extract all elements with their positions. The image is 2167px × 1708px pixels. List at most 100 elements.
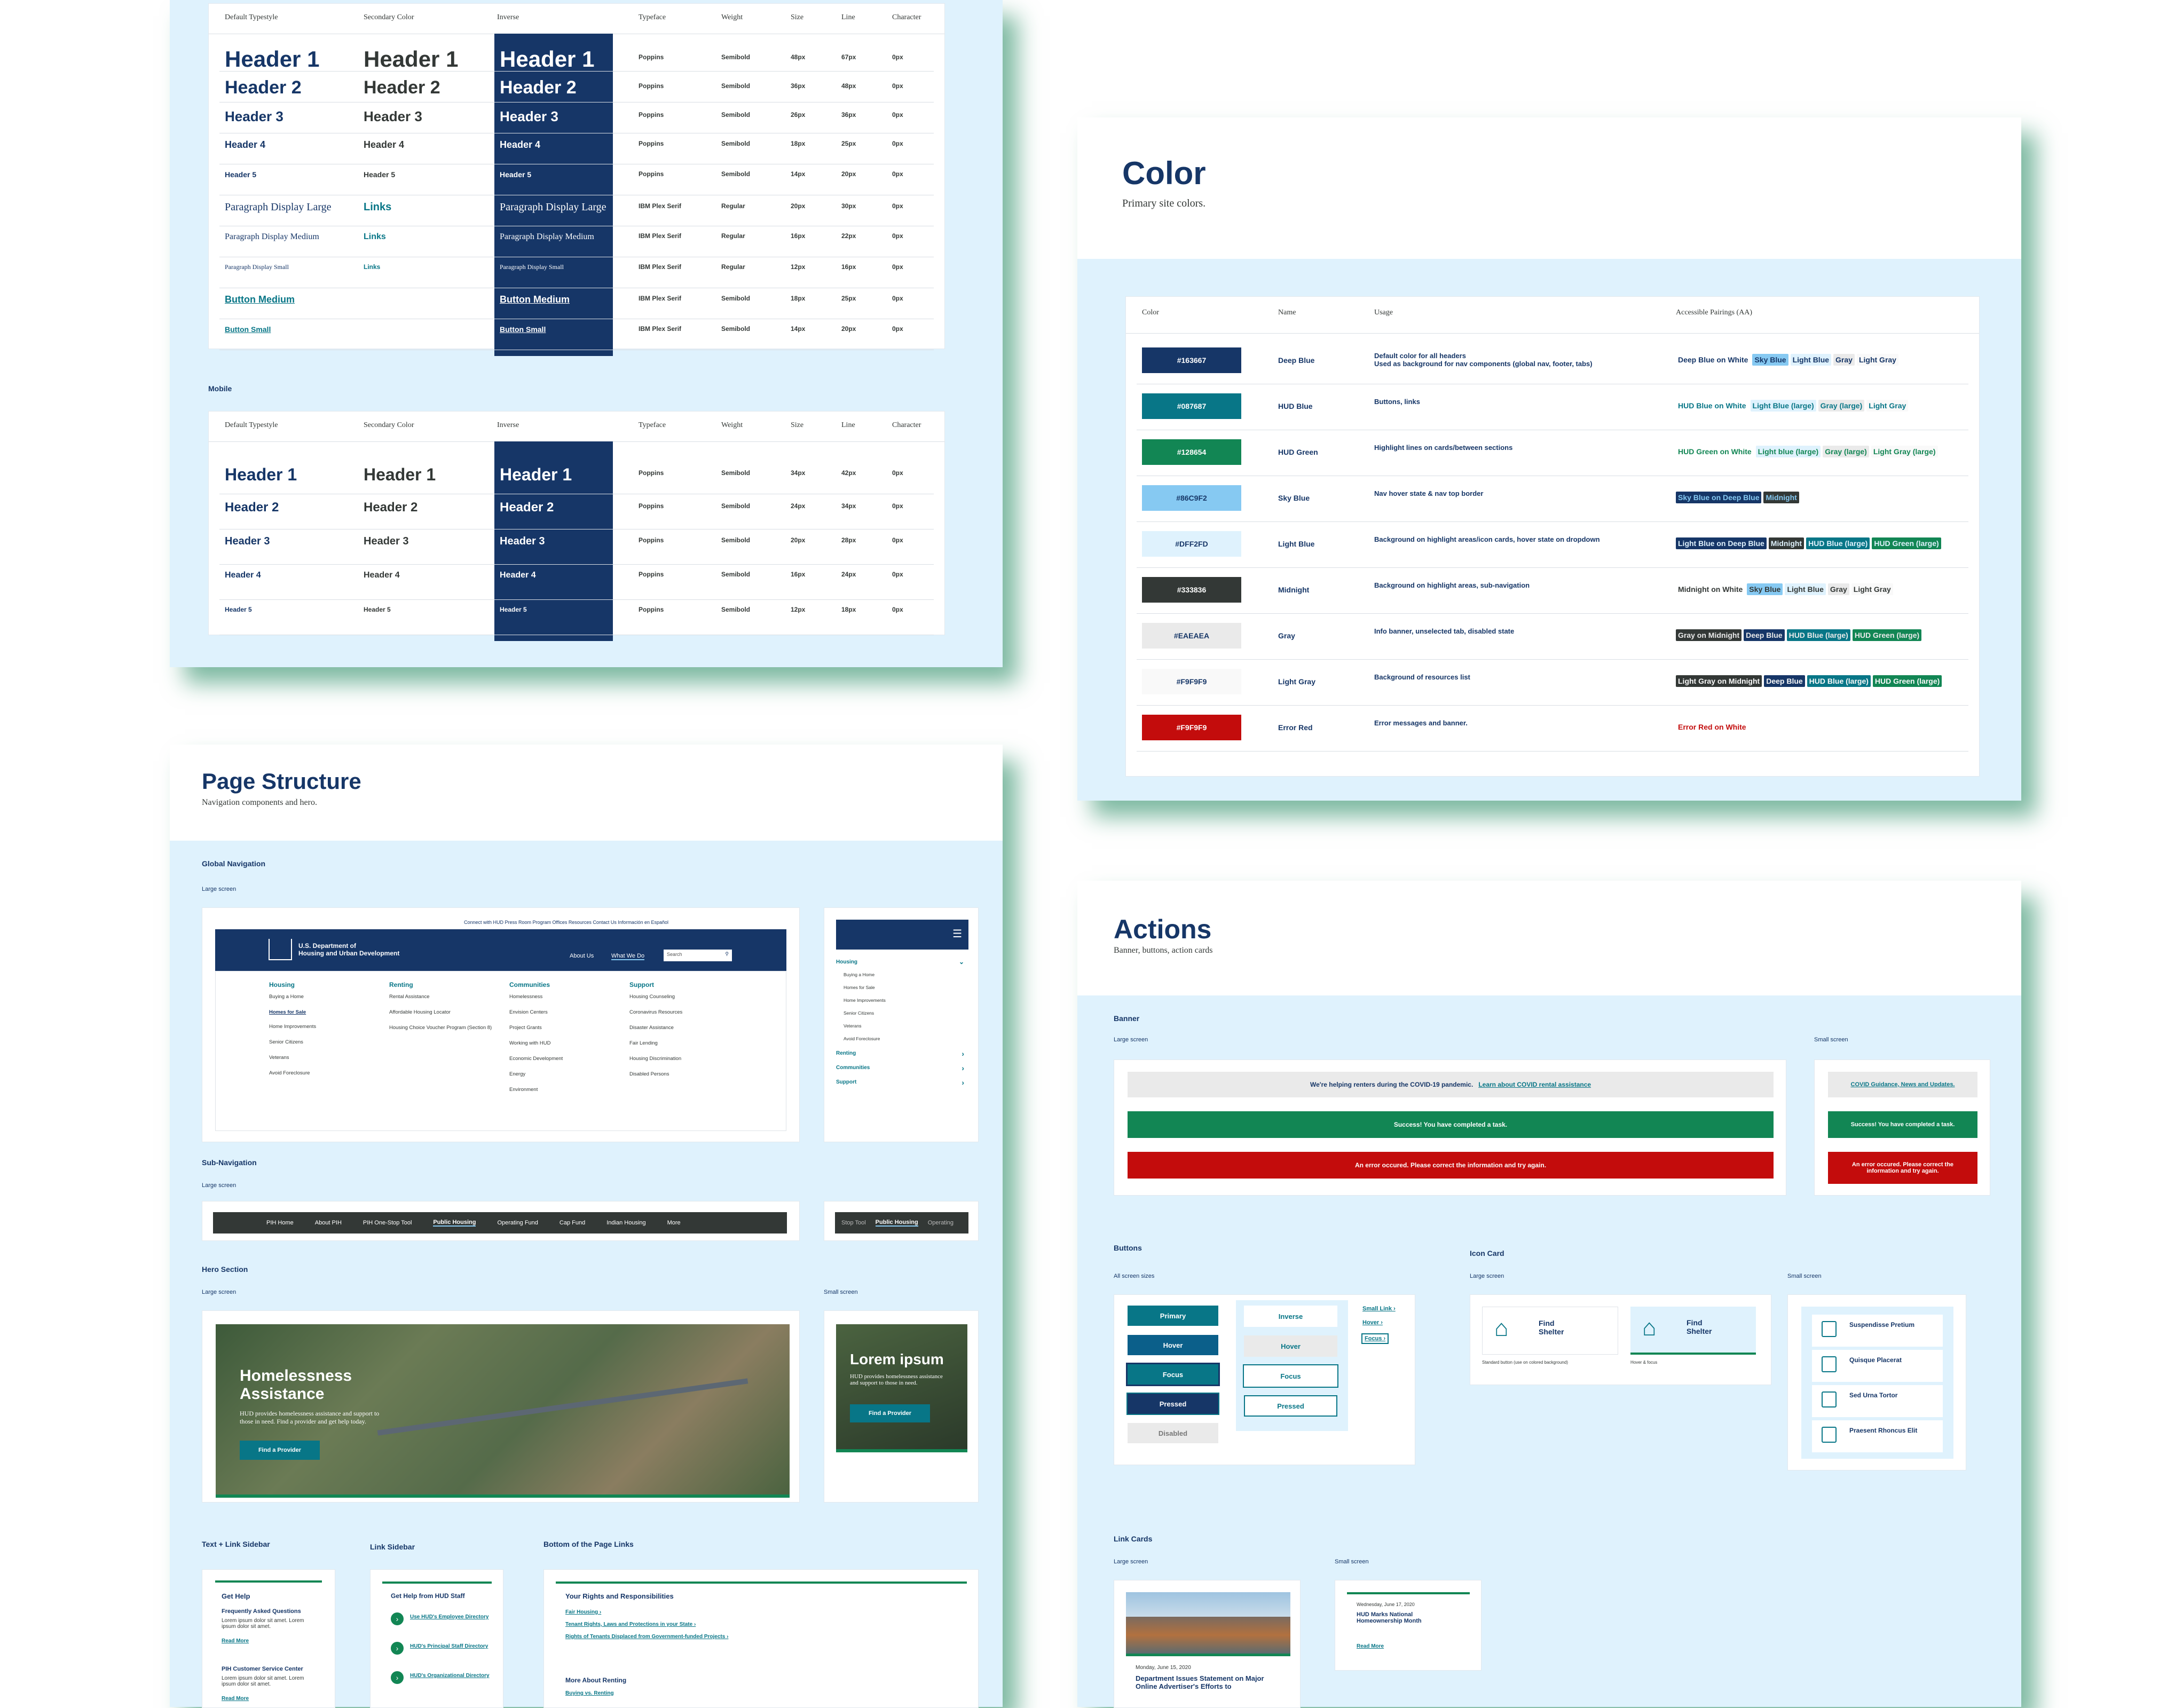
weight: Semibold bbox=[721, 469, 751, 477]
staff-link[interactable]: HUD's Organizational Directory bbox=[410, 1673, 490, 1679]
staff-link-row[interactable]: › HUD's Organizational Directory bbox=[391, 1670, 492, 1699]
menu-item[interactable]: Disaster Assistance bbox=[629, 1025, 674, 1031]
find-shelter-card[interactable]: ⌂ Find Shelter bbox=[1482, 1307, 1618, 1355]
icon-card-large-label: Large screen bbox=[1470, 1273, 1504, 1279]
menu-item[interactable]: Housing Choice Voucher Program (Section … bbox=[389, 1025, 492, 1031]
mobile-menu-item[interactable]: Support › bbox=[836, 1078, 964, 1087]
menu-item[interactable]: Senior Citizens bbox=[269, 1039, 303, 1045]
button-hover[interactable]: Hover bbox=[1128, 1335, 1218, 1355]
link-card-small[interactable]: Wednesday, June 17, 2020 HUD Marks Natio… bbox=[1335, 1580, 1482, 1671]
menu-heading[interactable]: Support bbox=[629, 981, 654, 989]
menu-item[interactable]: Project Grants bbox=[509, 1025, 542, 1031]
sub-nav-item[interactable]: Operating Fund bbox=[497, 1220, 538, 1226]
sub-nav-item[interactable]: PIH One-Stop Tool bbox=[363, 1220, 412, 1226]
icon-card-small: Suspendisse Pretium Quisque Placerat Sed U… bbox=[1787, 1294, 1966, 1470]
info-banner-link[interactable]: Learn about COVID rental assistance bbox=[1478, 1081, 1591, 1088]
menu-item[interactable]: Rental Assistance bbox=[389, 994, 430, 1000]
sub-nav-item[interactable]: Public Housing bbox=[433, 1219, 476, 1227]
type-sample-link[interactable]: Links bbox=[364, 263, 381, 271]
find-provider-button[interactable]: Find a Provider bbox=[240, 1441, 320, 1460]
hamburger-icon[interactable]: ☰ bbox=[952, 928, 962, 940]
small-info-banner[interactable]: COVID Guidance, News and Updates. bbox=[1828, 1072, 1977, 1097]
buying-renting-link[interactable]: Buying vs. Renting bbox=[565, 1690, 614, 1696]
sub-nav-small-item[interactable]: Stop Tool bbox=[841, 1220, 866, 1226]
color-usage: Highlight lines on cards/between section… bbox=[1374, 444, 1513, 452]
mobile-menu-item[interactable]: Renting › bbox=[836, 1049, 964, 1058]
link-cards-small-label: Small screen bbox=[1335, 1559, 1369, 1565]
menu-item[interactable]: Energy bbox=[509, 1071, 526, 1077]
sub-nav-item[interactable]: PIH Home bbox=[266, 1220, 294, 1226]
sub-nav-item[interactable]: Indian Housing bbox=[606, 1220, 646, 1226]
sub-nav-item[interactable]: Cap Fund bbox=[559, 1220, 586, 1226]
menu-heading[interactable]: Renting bbox=[389, 981, 413, 989]
staff-link[interactable]: Use HUD's Employee Directory bbox=[410, 1614, 489, 1620]
mobile-menu-item[interactable]: Veterans bbox=[844, 1023, 862, 1029]
type-sample-link[interactable]: Links bbox=[364, 232, 386, 241]
color-col-header: Accessible Pairings (AA) bbox=[1676, 309, 1753, 317]
small-icon-card[interactable]: Quisque Placerat bbox=[1812, 1350, 1943, 1382]
inverse-button-focus[interactable]: Focus bbox=[1243, 1364, 1338, 1388]
menu-item[interactable]: Affordable Housing Locator bbox=[389, 1009, 451, 1015]
menu-item[interactable]: Homes for Sale bbox=[269, 1009, 306, 1015]
menu-item[interactable]: Envision Centers bbox=[509, 1009, 548, 1015]
menu-item[interactable]: Veterans bbox=[269, 1055, 289, 1061]
menu-item[interactable]: Fair Lending bbox=[629, 1040, 658, 1046]
mobile-menu-item[interactable]: Communities › bbox=[836, 1064, 964, 1072]
inverse-button-hover[interactable]: Hover bbox=[1244, 1335, 1337, 1357]
find-provider-button-small[interactable]: Find a Provider bbox=[850, 1404, 930, 1422]
menu-heading[interactable]: Communities bbox=[509, 981, 550, 989]
menu-item[interactable]: Homelessness bbox=[509, 994, 543, 1000]
staff-link-row[interactable]: › Use HUD's Employee Directory bbox=[391, 1611, 492, 1641]
button-focus[interactable]: Focus bbox=[1126, 1363, 1220, 1386]
menu-item[interactable]: Avoid Foreclosure bbox=[269, 1070, 310, 1076]
small-icon-card[interactable]: Praesent Rhoncus Elit bbox=[1812, 1420, 1943, 1452]
inverse-button-pressed[interactable]: Pressed bbox=[1244, 1395, 1337, 1417]
staff-link-row[interactable]: › HUD's Principal Staff Directory bbox=[391, 1641, 492, 1670]
mobile-menu-item[interactable]: Avoid Foreclosure bbox=[844, 1036, 880, 1041]
rights-link[interactable]: Rights of Tenants Displaced from Governm… bbox=[565, 1634, 729, 1640]
menu-item[interactable]: Housing Discrimination bbox=[629, 1056, 682, 1062]
mobile-menu-item[interactable]: Homes for Sale bbox=[844, 985, 875, 990]
mobile-menu-item[interactable]: Housing ⌄ bbox=[836, 958, 964, 966]
mobile-menu-item[interactable]: Buying a Home bbox=[844, 972, 875, 977]
link-focus[interactable]: Focus › bbox=[1361, 1333, 1389, 1344]
menu-item[interactable]: Buying a Home bbox=[269, 994, 304, 1000]
link-card-large[interactable]: Monday, June 15, 2020 Department Issues … bbox=[1114, 1580, 1301, 1708]
nav-what-we-do[interactable]: What We Do bbox=[611, 953, 645, 960]
menu-item[interactable]: Home Improvements bbox=[269, 1024, 317, 1030]
menu-item[interactable]: Coronavirus Resources bbox=[629, 1009, 683, 1015]
link-hover[interactable]: Hover › bbox=[1362, 1319, 1383, 1326]
color-table: Color Name Usage Accessible Pairings (AA) #1… bbox=[1125, 296, 1980, 777]
inverse-button-inverse[interactable]: Inverse bbox=[1244, 1306, 1337, 1327]
sub-nav-small-item[interactable]: Operating bbox=[927, 1220, 954, 1226]
button-primary[interactable]: Primary bbox=[1128, 1306, 1218, 1326]
menu-item[interactable]: Working with HUD bbox=[509, 1040, 551, 1046]
rights-link[interactable]: Tenant Rights, Laws and Protections in y… bbox=[565, 1622, 696, 1627]
menu-heading[interactable]: Housing bbox=[269, 981, 295, 989]
button-pressed[interactable]: Pressed bbox=[1126, 1393, 1219, 1415]
find-shelter-card-hover[interactable]: ⌂ Find Shelter bbox=[1630, 1307, 1756, 1355]
icon-card-large: ⌂ Find Shelter ⌂ Find Shelter Standard b… bbox=[1470, 1294, 1771, 1385]
rights-link[interactable]: Fair Housing › bbox=[565, 1609, 602, 1615]
mobile-menu-item[interactable]: Home Improvements bbox=[844, 998, 886, 1003]
utility-links[interactable]: Connect with HUD Press Room Program Offi… bbox=[464, 920, 668, 925]
menu-item[interactable]: Economic Development bbox=[509, 1056, 563, 1062]
staff-link[interactable]: HUD's Principal Staff Directory bbox=[410, 1643, 488, 1649]
sub-nav-item[interactable]: More bbox=[667, 1220, 681, 1226]
link-card-read-more[interactable]: Read More bbox=[1357, 1643, 1384, 1649]
line: 34px bbox=[841, 502, 856, 510]
search-input[interactable]: Search ⚲ bbox=[664, 950, 732, 961]
small-icon-card[interactable]: Suspendisse Pretium bbox=[1812, 1315, 1943, 1347]
mobile-menu-item[interactable]: Senior Citizens bbox=[844, 1010, 874, 1016]
small-icon-card[interactable]: Sed Urna Tortor bbox=[1812, 1385, 1943, 1417]
faq-read-more[interactable]: Read More bbox=[222, 1638, 249, 1644]
menu-item[interactable]: Disabled Persons bbox=[629, 1071, 669, 1077]
pih-read-more[interactable]: Read More bbox=[222, 1696, 249, 1702]
link-small-link[interactable]: Small Link › bbox=[1362, 1306, 1396, 1312]
sub-nav-item[interactable]: About PIH bbox=[314, 1220, 342, 1226]
menu-item[interactable]: Environment bbox=[509, 1087, 538, 1093]
type-sample-link[interactable]: Links bbox=[364, 201, 392, 213]
menu-item[interactable]: Housing Counseling bbox=[629, 994, 675, 1000]
nav-about[interactable]: About Us bbox=[570, 953, 594, 959]
sub-nav-small-item[interactable]: Public Housing bbox=[875, 1219, 918, 1227]
